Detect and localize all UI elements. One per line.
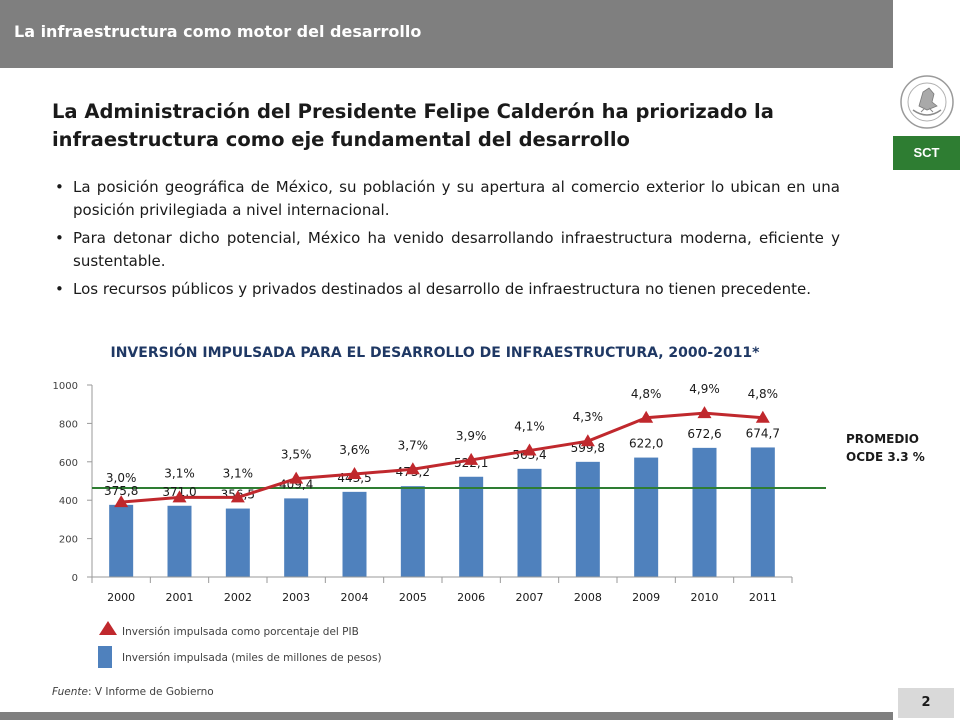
- line-value-label: 4,1%: [514, 420, 545, 434]
- bullet-dot-icon: •: [55, 229, 64, 247]
- x-tick-label: 2010: [691, 591, 719, 604]
- legend-label: Inversión impulsada como porcentaje del …: [122, 626, 359, 638]
- x-tick-label: 2000: [107, 591, 135, 604]
- x-tick-label: 2001: [166, 591, 194, 604]
- y-tick-label: 400: [59, 496, 78, 507]
- national-seal-icon: [900, 75, 954, 129]
- bar-2008: [575, 461, 600, 577]
- bar-2002: [225, 508, 250, 577]
- bar-2011: [750, 447, 775, 577]
- line-value-label: 4,9%: [689, 382, 720, 396]
- x-tick-label: 2002: [224, 591, 252, 604]
- bullet-item: • La posición geográfica de México, su po…: [55, 176, 840, 221]
- x-tick-label: 2005: [399, 591, 427, 604]
- bar-2007: [517, 468, 542, 577]
- line-value-label: 3,0%: [106, 471, 137, 485]
- bar-value-label: 672,6: [687, 427, 721, 441]
- bar-value-label: 622,0: [629, 437, 663, 451]
- line-marker-2006: [464, 452, 479, 465]
- line-marker-2005: [405, 462, 420, 475]
- line-value-label: 3,6%: [339, 443, 370, 457]
- line-value-label: 3,9%: [456, 429, 487, 443]
- x-tick-label: 2011: [749, 591, 777, 604]
- line-marker-2004: [347, 466, 362, 479]
- bar-2009: [634, 457, 659, 577]
- line-marker-2007: [522, 443, 537, 456]
- bullet-text: Los recursos públicos y privados destina…: [73, 280, 811, 298]
- header-title: La infraestructura como motor del desarr…: [14, 22, 422, 41]
- bullet-item: • Los recursos públicos y privados destin…: [55, 278, 840, 301]
- page-headline: La Administración del Presidente Felipe …: [52, 100, 774, 151]
- bar-2006: [459, 476, 484, 577]
- logo-area: [893, 0, 960, 170]
- x-tick-label: 2003: [282, 591, 310, 604]
- bullet-dot-icon: •: [55, 280, 64, 298]
- line-marker-2010: [697, 406, 712, 419]
- line-marker-2008: [580, 434, 595, 447]
- bar-value-label: 674,7: [746, 426, 780, 440]
- y-tick-label: 1000: [53, 381, 78, 392]
- pib-percentage-line: [121, 411, 763, 504]
- bullet-list: • La posición geográfica de México, su po…: [55, 176, 840, 307]
- bullet-text: Para detonar dicho potencial, México ha …: [73, 229, 840, 270]
- line-marker-2009: [639, 410, 654, 423]
- line-marker-2001: [172, 490, 187, 503]
- line-value-label: 3,5%: [281, 448, 312, 462]
- y-tick-label: 200: [59, 535, 78, 546]
- bar-2003: [284, 498, 309, 577]
- sct-badge: SCT: [893, 136, 960, 170]
- line-value-label: 4,3%: [573, 410, 604, 424]
- source-text: : V Informe de Gobierno: [87, 686, 214, 698]
- line-marker-2000: [114, 495, 129, 508]
- bullet-dot-icon: •: [55, 178, 64, 196]
- bar-2005: [400, 486, 425, 577]
- line-marker-2002: [230, 490, 245, 503]
- y-tick-label: 0: [72, 573, 78, 584]
- bullet-item: • Para detonar dicho potencial, México ha…: [55, 227, 840, 272]
- ocde-average-label: PROMEDIO OCDE 3.3 %: [846, 432, 925, 464]
- bar-value-label: 375,8: [104, 484, 138, 498]
- triangle-marker-icon: [99, 621, 117, 635]
- x-tick-label: 2009: [632, 591, 660, 604]
- header-bar: La infraestructura como motor del desarr…: [0, 0, 893, 68]
- y-tick-label: 600: [59, 458, 78, 469]
- x-tick-label: 2004: [341, 591, 369, 604]
- line-marker-2011: [755, 410, 770, 423]
- legend-label: Inversión impulsada (miles de millones d…: [122, 652, 382, 664]
- bullet-text: La posición geográfica de México, su pob…: [73, 178, 840, 219]
- line-value-label: 3,1%: [164, 466, 195, 480]
- bar-2001: [167, 505, 192, 577]
- bar-2010: [692, 447, 717, 577]
- y-tick-label: 800: [59, 419, 78, 430]
- chart-title: INVERSIÓN IMPULSADA PARA EL DESARROLLO D…: [110, 345, 760, 361]
- line-value-label: 4,8%: [748, 387, 779, 401]
- bar-2000: [109, 504, 134, 577]
- bar-2004: [342, 491, 367, 577]
- source-note: Fuente: V Informe de Gobierno: [52, 686, 214, 698]
- line-value-label: 3,7%: [398, 438, 429, 452]
- x-tick-label: 2007: [516, 591, 544, 604]
- bar-swatch-icon: [98, 646, 112, 668]
- footer-bar: [0, 712, 893, 720]
- bar-value-label: 599,8: [571, 441, 605, 455]
- line-value-label: 4,8%: [631, 387, 662, 401]
- x-tick-label: 2008: [574, 591, 602, 604]
- page-number: 2: [898, 688, 954, 718]
- line-value-label: 3,1%: [223, 466, 254, 480]
- line-marker-2003: [289, 471, 304, 484]
- source-label: Fuente: [52, 686, 88, 698]
- x-tick-label: 2006: [457, 591, 485, 604]
